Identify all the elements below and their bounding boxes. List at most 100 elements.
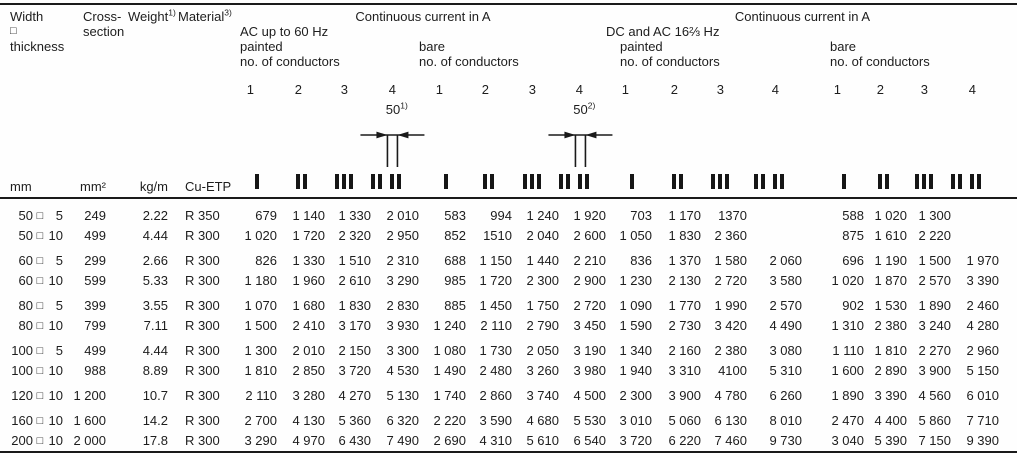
current-value-cell: 3 300 [386, 343, 419, 358]
icon-cell [466, 174, 512, 194]
current-value-cell: 1 070 [244, 298, 277, 313]
current-value-cell: 2 040 [526, 228, 559, 243]
ac-painted-conductors-label: no. of conductors [240, 54, 340, 69]
current-value-cell: 1 340 [619, 343, 652, 358]
cross-section-cell: 799 [84, 318, 106, 333]
cross-section-cell: 499 [84, 343, 106, 358]
material-cell: R 300 [185, 318, 220, 333]
current-value-cell: 1 750 [526, 298, 559, 313]
size-separator-symbol: □ [36, 435, 44, 447]
icon-cell [802, 174, 864, 194]
dimension-value: 50 [573, 102, 588, 117]
icon-cell [277, 174, 325, 194]
current-value-cell: 1 500 [244, 318, 277, 333]
conductors-3-icon [915, 174, 933, 189]
current-value-cell: 3 280 [292, 388, 325, 403]
header-ac-title: Continuous current in A [355, 9, 491, 24]
size-cell: 200 □ 10 [0, 431, 70, 451]
current-value-cell: 1 770 [668, 298, 701, 313]
current-value-cell: 4 280 [966, 318, 999, 333]
conductors-3-icon [335, 174, 353, 189]
current-value-cell: 703 [630, 208, 652, 223]
current-value-cell: 6 320 [386, 413, 419, 428]
current-value-cell [747, 226, 802, 246]
header-material: Material3) [168, 8, 240, 24]
current-value-cell: 1 870 [874, 273, 907, 288]
current-value-cell: 1 090 [619, 298, 652, 313]
current-value-cell: 2 380 [874, 318, 907, 333]
units-row: mm mm² kg/m Cu-ETP [0, 155, 1017, 197]
material-cell: R 350 [185, 208, 220, 223]
thickness-value: 10 [48, 363, 63, 378]
conductors-1-icon [630, 174, 634, 189]
current-value-cell: 2 860 [479, 388, 512, 403]
current-value-cell: 3 170 [338, 318, 371, 333]
header-line-4: no. of conductors no. of conductors no. … [0, 54, 1017, 69]
current-value-cell: 6 540 [573, 433, 606, 448]
horizontal-rule-middle [0, 197, 1017, 199]
current-value-cell: 1 050 [619, 228, 652, 243]
current-value-cell: 852 [444, 228, 466, 243]
current-value-cell: 3 390 [966, 273, 999, 288]
current-value-cell: 1 740 [433, 388, 466, 403]
current-value-cell: 875 [842, 228, 864, 243]
current-value-cell: 885 [444, 298, 466, 313]
conductors-2-icon [483, 174, 494, 189]
dc-bare-conductors-label: no. of conductors [830, 54, 930, 69]
table-row: 50 □ 10 499 4.44 R 300 1 020 1 720 2 320 2 950 852… [0, 226, 1017, 246]
current-value-cell: 1370 [718, 208, 747, 223]
weight-footnote-marker: 1) [168, 7, 176, 18]
current-value-cell: 1 830 [338, 298, 371, 313]
dimension-label-50-2: 502) [573, 101, 595, 117]
current-value-cell: 2 570 [918, 273, 951, 288]
current-value-cell: 3 310 [668, 363, 701, 378]
current-value-cell: 2 210 [573, 253, 606, 268]
table-row: 120 □ 10 1 200 10.7 R 300 2 110 3 280 4 270 5 130… [0, 386, 1017, 406]
current-value-cell: 3 260 [526, 363, 559, 378]
width-value: 160 [11, 413, 33, 428]
current-value-cell: 7 150 [918, 433, 951, 448]
icon-cell [606, 174, 652, 194]
current-value-cell: 1 810 [874, 343, 907, 358]
current-value-cell: 3 980 [573, 363, 606, 378]
size-cell: 50 □ 5 [0, 206, 70, 226]
current-value-cell: 588 [842, 208, 864, 223]
current-value-cell: 2 060 [769, 253, 802, 268]
current-value-cell: 2 150 [338, 343, 371, 358]
current-value-cell: 2 110 [245, 388, 277, 403]
spacing-dimension-ac-painted: 501) [360, 97, 425, 167]
current-value-cell: 6 010 [966, 388, 999, 403]
weight-cell: 2.66 [142, 253, 168, 268]
conductors-2-icon [672, 174, 683, 189]
current-value-cell: 4 970 [292, 433, 325, 448]
current-value-cell: 1 300 [918, 208, 951, 223]
horizontal-rule-top [0, 3, 1017, 5]
conductor-count-2: 2 [481, 82, 489, 97]
current-value-cell: 2 010 [292, 343, 325, 358]
current-value-cell: 1 500 [918, 253, 951, 268]
header-material-text: Material [178, 9, 225, 24]
header-dc-bare: bare [830, 39, 857, 54]
current-value-cell: 2 480 [479, 363, 512, 378]
spacing-diagram-band: 501) 502) [0, 97, 1017, 167]
size-cell: 160 □ 10 [0, 411, 70, 431]
current-value-cell: 1 180 [244, 273, 277, 288]
conductor-count-2: 2 [670, 82, 678, 97]
current-value-cell: 6 130 [714, 413, 747, 428]
current-value-cell: 2 220 [918, 228, 951, 243]
size-separator-symbol: □ [36, 390, 44, 402]
current-value-cell: 2 570 [769, 298, 802, 313]
icon-cell [512, 174, 559, 194]
current-value-cell: 2 610 [338, 273, 371, 288]
icon-cell [864, 174, 907, 194]
current-value-cell: 2 310 [386, 253, 419, 268]
current-value-cell: 1 170 [668, 208, 701, 223]
current-value-cell: 2 220 [433, 413, 466, 428]
current-value-cell: 2 950 [386, 228, 419, 243]
dimension-value: 50 [385, 102, 401, 117]
material-cell: R 300 [185, 413, 220, 428]
current-value-cell: 1 890 [831, 388, 864, 403]
table-row: 80 □ 10 799 7.11 R 300 1 500 2 410 3 170 3 930 1 2… [0, 316, 1017, 336]
current-value-cell: 3 010 [619, 413, 652, 428]
current-value-cell: 2 380 [714, 343, 747, 358]
